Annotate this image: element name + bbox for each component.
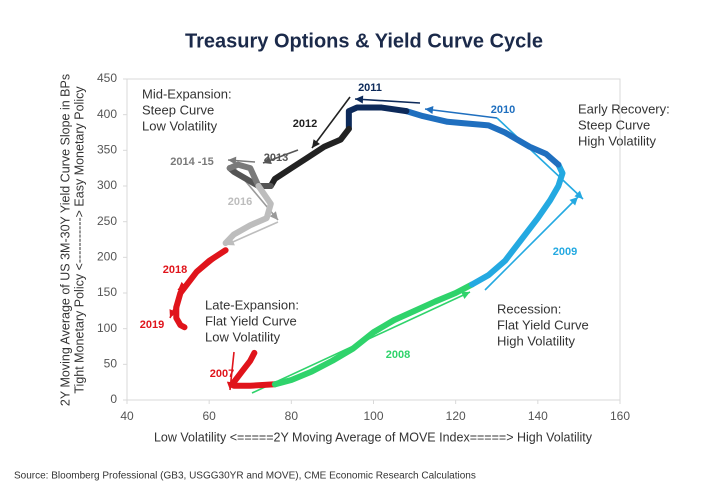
arrow-head	[269, 211, 278, 220]
annotation: Low Volatility	[205, 329, 281, 344]
x-tick-label: 140	[528, 409, 548, 423]
y-tick-label: 50	[104, 357, 118, 371]
series-line	[226, 165, 274, 189]
source-note: Source: Bloomberg Professional (GB3, USG…	[14, 471, 476, 482]
series-label: 2010	[491, 104, 515, 116]
series-label: 2019	[140, 319, 164, 331]
cycle-arrow	[484, 196, 579, 291]
y-tick-label: 400	[97, 107, 117, 121]
series-label: 2008	[386, 349, 410, 361]
annotation: Low Volatility	[142, 118, 218, 133]
y-tick-label: 350	[97, 143, 117, 157]
x-tick-label: 100	[363, 409, 383, 423]
cycle-arrow	[424, 108, 498, 119]
arrow-head	[461, 291, 470, 299]
arrow-head	[263, 156, 272, 164]
y-axis-label: 2Y Moving Average of US 3M-30Y Yield Cur…	[58, 74, 72, 406]
series-line	[222, 183, 274, 247]
x-tick-label: 120	[446, 409, 466, 423]
cycle-arrow	[311, 96, 351, 149]
arrow-head	[228, 156, 237, 165]
series-line	[267, 125, 352, 189]
x-tick-label: 80	[285, 409, 299, 423]
y-tick-label: 100	[97, 321, 117, 335]
series-line	[230, 349, 278, 389]
x-tick-label: 160	[610, 409, 630, 423]
series-label: 2012	[293, 118, 317, 130]
annotation: Flat Yield Curve	[497, 317, 589, 332]
chart-title: Treasury Options & Yield Curve Cycle	[185, 30, 543, 52]
y-tick-label: 450	[97, 71, 117, 85]
series-label: 2018	[163, 264, 187, 276]
y-tick-label: 200	[97, 250, 117, 264]
x-tick-label: 60	[202, 409, 216, 423]
annotation: Steep Curve	[142, 102, 214, 117]
y-tick-label: 250	[97, 214, 117, 228]
annotation: Mid-Expansion:	[142, 86, 232, 101]
arrow-head	[312, 139, 320, 148]
annotation: Early Recovery:	[578, 101, 670, 116]
y-axis-label: Tight Monetary Policy <-----------> Easy…	[72, 86, 86, 394]
series-label: 2009	[553, 246, 577, 258]
series-line	[345, 104, 410, 132]
series-label: 2007	[210, 368, 234, 380]
arrow-head	[169, 309, 177, 318]
cycle-arrow	[354, 98, 421, 104]
series-label: 2014 -15	[170, 156, 213, 168]
series-line	[173, 247, 229, 311]
annotation: Recession:	[497, 301, 561, 316]
annotation: High Volatility	[578, 133, 657, 148]
y-tick-label: 300	[97, 178, 117, 192]
y-tick-label: 0	[110, 392, 117, 406]
series-label: 2013	[264, 152, 288, 164]
annotation: Flat Yield Curve	[205, 313, 297, 328]
series-line	[403, 108, 562, 168]
annotation: Steep Curve	[578, 117, 650, 132]
arrow-head	[355, 95, 364, 104]
arrow-head	[425, 106, 434, 114]
cycle-arrow	[496, 117, 584, 200]
annotation: Late-Expansion:	[205, 297, 299, 312]
series-label: 2016	[228, 196, 252, 208]
y-tick-label: 150	[97, 285, 117, 299]
annotation: High Volatility	[497, 333, 576, 348]
series-label: 2011	[358, 82, 382, 94]
series-line	[226, 161, 262, 189]
series-line	[469, 161, 566, 288]
arrow-head	[574, 190, 583, 199]
arrow-head	[569, 197, 578, 206]
x-tick-label: 40	[120, 409, 134, 423]
cycle-arrow	[225, 221, 279, 246]
x-axis-label: Low Volatility <=====2Y Moving Average o…	[154, 430, 593, 444]
series-line	[173, 304, 188, 331]
series-line	[271, 281, 476, 388]
